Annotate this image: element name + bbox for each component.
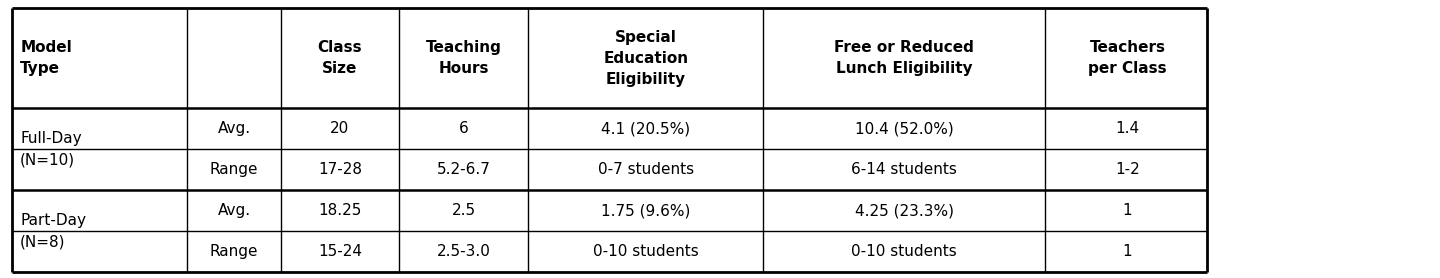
Text: 1.75 (9.6%): 1.75 (9.6%): [600, 203, 691, 219]
Text: 0-7 students: 0-7 students: [598, 162, 694, 177]
Text: 1.4: 1.4: [1116, 121, 1139, 136]
Text: 15-24: 15-24: [318, 244, 361, 259]
Text: 6-14 students: 6-14 students: [851, 162, 958, 177]
Text: Range: Range: [210, 244, 258, 259]
Text: Free or Reduced
Lunch Eligibility: Free or Reduced Lunch Eligibility: [834, 40, 975, 76]
Text: 1: 1: [1123, 203, 1132, 219]
Text: 4.1 (20.5%): 4.1 (20.5%): [602, 121, 690, 136]
Text: Full-Day
(N=10): Full-Day (N=10): [20, 131, 82, 167]
Text: 4.25 (23.3%): 4.25 (23.3%): [855, 203, 953, 219]
Text: Avg.: Avg.: [217, 203, 251, 219]
Text: 1: 1: [1123, 244, 1132, 259]
Text: 1-2: 1-2: [1115, 162, 1140, 177]
Text: 18.25: 18.25: [318, 203, 361, 219]
Text: 6: 6: [459, 121, 468, 136]
Text: 20: 20: [330, 121, 350, 136]
Text: 10.4 (52.0%): 10.4 (52.0%): [855, 121, 953, 136]
Text: Special
Education
Eligibility: Special Education Eligibility: [603, 30, 688, 87]
Text: 0-10 students: 0-10 students: [593, 244, 698, 259]
Text: Avg.: Avg.: [217, 121, 251, 136]
Text: Model
Type: Model Type: [20, 40, 72, 76]
Text: 17-28: 17-28: [318, 162, 361, 177]
Text: 2.5-3.0: 2.5-3.0: [436, 244, 491, 259]
Text: 2.5: 2.5: [452, 203, 475, 219]
Text: 0-10 students: 0-10 students: [851, 244, 958, 259]
Text: Class
Size: Class Size: [318, 40, 361, 76]
Text: 5.2-6.7: 5.2-6.7: [436, 162, 491, 177]
Text: Part-Day
(N=8): Part-Day (N=8): [20, 214, 86, 249]
Text: Range: Range: [210, 162, 258, 177]
Text: Teaching
Hours: Teaching Hours: [426, 40, 501, 76]
Text: Teachers
per Class: Teachers per Class: [1089, 40, 1166, 76]
